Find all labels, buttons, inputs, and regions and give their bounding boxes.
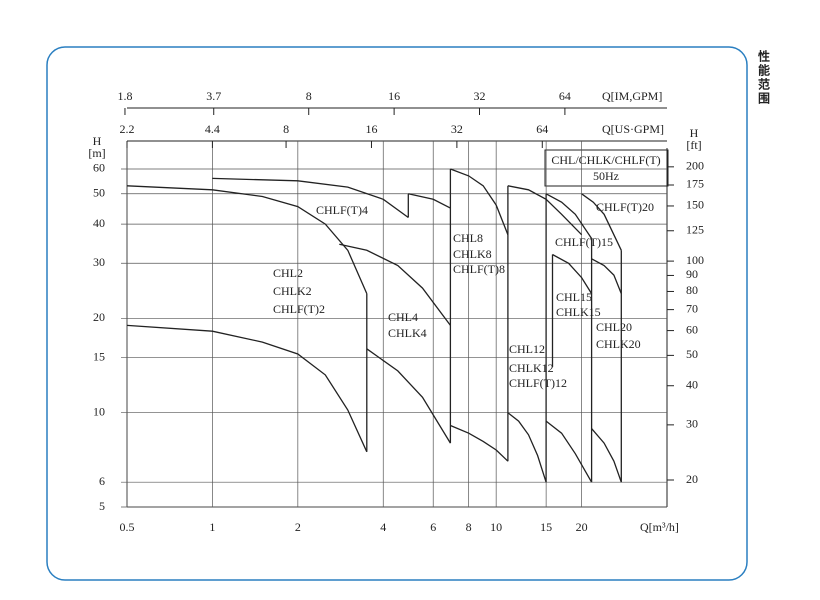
curve bbox=[212, 177, 409, 219]
annotation: CHLF(T)4 bbox=[316, 203, 368, 217]
curve bbox=[545, 420, 593, 483]
x3-tick-label: 3.7 bbox=[206, 89, 221, 103]
annotation: CHL20 bbox=[596, 320, 632, 334]
x3-tick-label: 8 bbox=[306, 89, 312, 103]
x3-tick-label: 16 bbox=[388, 89, 400, 103]
y-axis-label: [m] bbox=[88, 146, 105, 160]
y-tick-label: 60 bbox=[93, 161, 105, 175]
curve bbox=[339, 243, 451, 326]
annotation: CHLK20 bbox=[596, 337, 641, 351]
annotation: CHLK12 bbox=[509, 361, 554, 375]
y2-tick-label: 50 bbox=[686, 347, 698, 361]
x-tick-label: 4 bbox=[380, 520, 386, 534]
x3-tick-label: 1.8 bbox=[117, 89, 132, 103]
curve bbox=[408, 193, 451, 209]
y-axis-label: H bbox=[93, 134, 102, 148]
curve bbox=[552, 253, 593, 294]
annotation: CHLF(T)12 bbox=[509, 376, 567, 390]
x2-tick-label: 32 bbox=[451, 122, 463, 136]
y-tick-label: 30 bbox=[93, 255, 105, 269]
y-tick-label: 50 bbox=[93, 186, 105, 200]
annotation: CHL2 bbox=[273, 266, 303, 280]
y2-axis-label: [ft] bbox=[686, 138, 701, 152]
curve bbox=[366, 348, 451, 444]
frame bbox=[46, 46, 748, 581]
x-tick-label: 8 bbox=[466, 520, 472, 534]
side-label: 性能范围 bbox=[757, 49, 771, 106]
annotation: CHLK4 bbox=[388, 326, 427, 340]
x-tick-label: 20 bbox=[576, 520, 588, 534]
y2-axis-label: H bbox=[690, 126, 699, 140]
curve bbox=[545, 193, 593, 239]
curve bbox=[591, 428, 622, 483]
y-tick-label: 10 bbox=[93, 404, 105, 418]
annotation: CHLK2 bbox=[273, 284, 312, 298]
annotation: CHL8 bbox=[453, 231, 483, 245]
y2-tick-label: 40 bbox=[686, 377, 698, 391]
curve bbox=[450, 168, 509, 235]
curve bbox=[591, 258, 622, 294]
x-axis-label: Q[m³/h] bbox=[640, 520, 679, 534]
y2-tick-label: 80 bbox=[686, 283, 698, 297]
annotation: CHL4 bbox=[388, 310, 418, 324]
x3-axis-label: Q[IM,GPM] bbox=[602, 89, 662, 103]
note: 50Hz bbox=[593, 169, 619, 183]
x-tick-label: 0.5 bbox=[120, 520, 135, 534]
curve bbox=[581, 193, 622, 251]
annotation: CHL15 bbox=[556, 290, 592, 304]
y-tick-label: 20 bbox=[93, 310, 105, 324]
note: CHL/CHLK/CHLF(T) bbox=[551, 153, 660, 167]
annotation: CHL12 bbox=[509, 342, 545, 356]
x3-tick-label: 32 bbox=[474, 89, 486, 103]
annotation: CHLK8 bbox=[453, 247, 492, 261]
y2-tick-label: 90 bbox=[686, 267, 698, 281]
y2-tick-label: 70 bbox=[686, 301, 698, 315]
y-tick-label: 40 bbox=[93, 216, 105, 230]
x2-tick-label: 8 bbox=[283, 122, 289, 136]
annotation: CHLF(T)8 bbox=[453, 262, 505, 276]
y-tick-label: 5 bbox=[99, 499, 105, 513]
curve bbox=[450, 424, 509, 462]
annotation: CHLF(T)20 bbox=[596, 200, 654, 214]
x2-tick-label: 64 bbox=[536, 122, 548, 136]
curve bbox=[507, 412, 547, 483]
annotation: CHLF(T)2 bbox=[273, 302, 325, 316]
y-tick-label: 15 bbox=[93, 349, 105, 363]
x2-axis-label: Q[US·GPM] bbox=[602, 122, 664, 136]
y2-tick-label: 175 bbox=[686, 177, 704, 191]
y2-tick-label: 200 bbox=[686, 159, 704, 173]
x2-tick-label: 4.4 bbox=[205, 122, 220, 136]
note-box bbox=[544, 149, 669, 187]
annotation: CHLF(T)15 bbox=[555, 235, 613, 249]
y-tick-label: 6 bbox=[99, 474, 105, 488]
x2-tick-label: 16 bbox=[365, 122, 377, 136]
x-tick-label: 15 bbox=[540, 520, 552, 534]
y2-tick-label: 150 bbox=[686, 198, 704, 212]
curve bbox=[126, 185, 368, 294]
curve bbox=[126, 324, 368, 453]
y2-tick-label: 60 bbox=[686, 322, 698, 336]
y2-tick-label: 20 bbox=[686, 472, 698, 486]
x-tick-label: 2 bbox=[295, 520, 301, 534]
x2-tick-label: 2.2 bbox=[120, 122, 135, 136]
y2-tick-label: 100 bbox=[686, 253, 704, 267]
y2-tick-label: 125 bbox=[686, 223, 704, 237]
x-tick-label: 6 bbox=[430, 520, 436, 534]
x3-tick-label: 64 bbox=[559, 89, 571, 103]
y2-tick-label: 30 bbox=[686, 417, 698, 431]
x-tick-label: 10 bbox=[490, 520, 502, 534]
x-tick-label: 1 bbox=[209, 520, 215, 534]
annotation: CHLK15 bbox=[556, 305, 601, 319]
